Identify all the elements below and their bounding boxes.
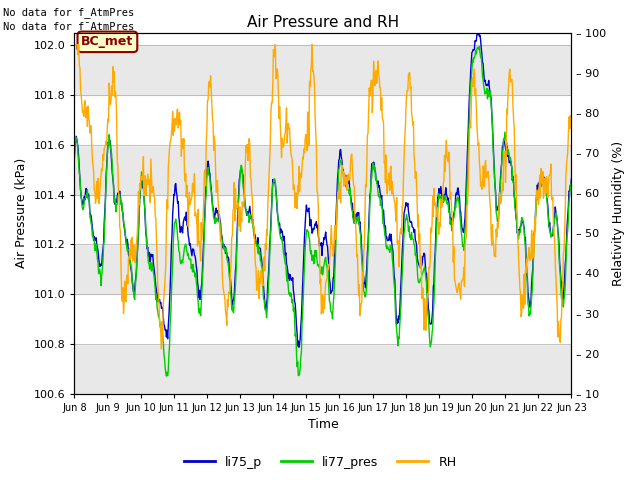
X-axis label: Time: Time: [308, 419, 339, 432]
Bar: [74, 244, 572, 294]
Legend: li75_p, li77_pres, RH: li75_p, li77_pres, RH: [179, 451, 461, 474]
Text: No data for f¯AtmPres: No data for f¯AtmPres: [3, 22, 134, 32]
Bar: [74, 294, 572, 344]
Bar: [74, 45, 572, 95]
Text: BC_met: BC_met: [81, 36, 134, 48]
Bar: [74, 194, 572, 244]
Y-axis label: Relativity Humidity (%): Relativity Humidity (%): [612, 141, 625, 286]
Bar: [74, 95, 572, 144]
Y-axis label: Air Pressure (kPa): Air Pressure (kPa): [15, 158, 28, 268]
Title: Air Pressure and RH: Air Pressure and RH: [247, 15, 399, 30]
Text: No data for f_AtmPres: No data for f_AtmPres: [3, 7, 134, 18]
Bar: [74, 144, 572, 194]
Bar: [74, 344, 572, 394]
